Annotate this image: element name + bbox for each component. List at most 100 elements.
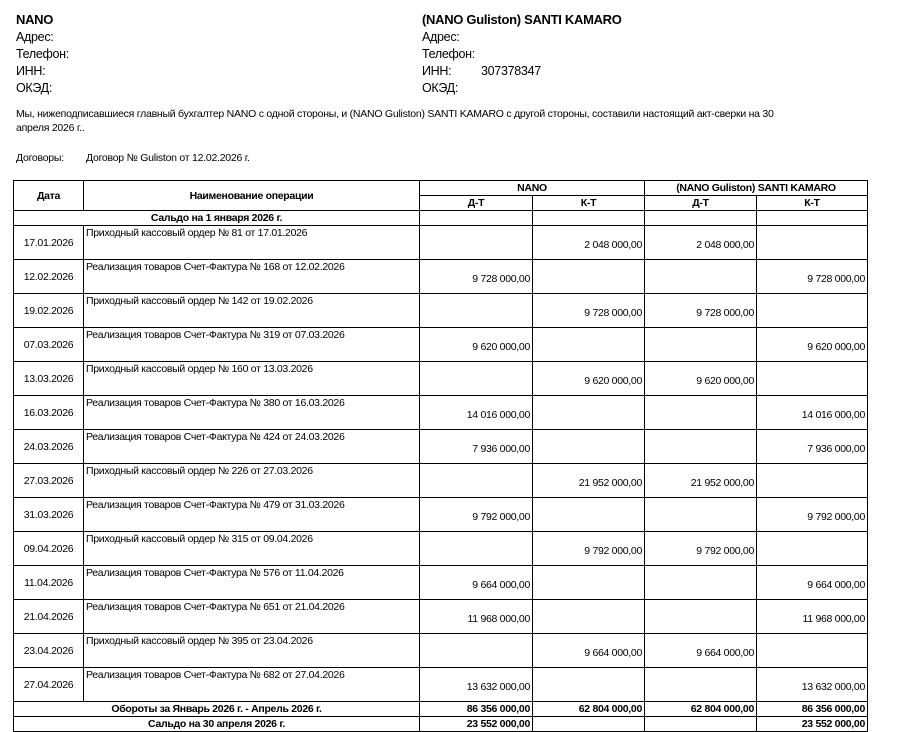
- party2-credit: 9 620 000,00: [756, 327, 868, 362]
- party2-credit: 11 968 000,00: [756, 599, 868, 634]
- party2-debit: [644, 395, 757, 430]
- table-row: 21.04.2026 Реализация товаров Счет-Фактур…: [13, 599, 868, 634]
- party2-debit: 9 664 000,00: [644, 633, 757, 668]
- party2-credit: [756, 225, 868, 260]
- right-phone-label: Телефон:: [422, 47, 475, 61]
- row-date: 09.04.2026: [13, 531, 84, 566]
- contracts-value: Договор № Guliston от 12.02.2026 г.: [86, 152, 250, 164]
- table-row: 12.02.2026 Реализация товаров Счет-Фактур…: [13, 259, 868, 294]
- row-operation: Реализация товаров Счет-Фактура № 651 от…: [83, 599, 420, 634]
- turnover-row: Обороты за Январь 2026 г. - Апрель 2026 …: [13, 701, 868, 717]
- row-date: 23.04.2026: [13, 633, 84, 668]
- left-okved-label: ОКЭД:: [16, 81, 53, 95]
- party1-credit: 9 664 000,00: [532, 633, 645, 668]
- party2-credit: 13 632 000,00: [756, 667, 868, 702]
- party1-debit: 9 664 000,00: [419, 565, 533, 600]
- row-operation: Реализация товаров Счет-Фактура № 576 от…: [83, 565, 420, 600]
- party1-credit: 9 728 000,00: [532, 293, 645, 328]
- row-date: 17.01.2026: [13, 225, 84, 260]
- row-operation: Реализация товаров Счет-Фактура № 168 от…: [83, 259, 420, 294]
- party2-debit: 2 048 000,00: [644, 225, 757, 260]
- party1-credit: 2 048 000,00: [532, 225, 645, 260]
- party1-debit: [419, 531, 533, 566]
- row-operation: Приходный кассовый ордер № 226 от 27.03.…: [83, 463, 420, 498]
- party2-debit: [644, 497, 757, 532]
- party1-debit: [419, 361, 533, 396]
- party2-credit: [756, 293, 868, 328]
- party1-debit: 9 728 000,00: [419, 259, 533, 294]
- closing-value: 23 552 000,00: [756, 716, 868, 732]
- closing-value: 23 552 000,00: [419, 716, 533, 732]
- contracts-label: Договоры:: [16, 152, 64, 164]
- table-row: 07.03.2026 Реализация товаров Счет-Фактур…: [13, 327, 868, 362]
- party2-debit: [644, 259, 757, 294]
- party1-credit: 21 952 000,00: [532, 463, 645, 498]
- header-party1: NANO: [419, 180, 645, 196]
- row-date: 31.03.2026: [13, 497, 84, 532]
- right-inn-label: ИНН:: [422, 64, 452, 78]
- party1-credit: [532, 497, 645, 532]
- row-date: 27.03.2026: [13, 463, 84, 498]
- header-operation: Наименование операции: [83, 180, 420, 211]
- turnover-value: 86 356 000,00: [756, 701, 868, 717]
- row-operation: Приходный кассовый ордер № 315 от 09.04.…: [83, 531, 420, 566]
- party1-debit: 7 936 000,00: [419, 429, 533, 464]
- table-row: 17.01.2026 Приходный кассовый ордер № 81 …: [13, 225, 868, 260]
- opening-cell: [532, 210, 645, 226]
- party1-credit: 9 792 000,00: [532, 531, 645, 566]
- table-row: 11.04.2026 Реализация товаров Счет-Фактур…: [13, 565, 868, 600]
- table-row: 24.03.2026 Реализация товаров Счет-Фактур…: [13, 429, 868, 464]
- party2-credit: [756, 633, 868, 668]
- closing-value: [644, 716, 757, 732]
- header-party2-credit: К-Т: [756, 195, 868, 211]
- party1-debit: 13 632 000,00: [419, 667, 533, 702]
- party2-debit: [644, 599, 757, 634]
- row-operation: Реализация товаров Счет-Фактура № 479 от…: [83, 497, 420, 532]
- header-party2-debit: Д-Т: [644, 195, 757, 211]
- party1-debit: [419, 293, 533, 328]
- row-date: 13.03.2026: [13, 361, 84, 396]
- party2-credit: 9 728 000,00: [756, 259, 868, 294]
- party1-debit: 9 620 000,00: [419, 327, 533, 362]
- turnover-value: 86 356 000,00: [419, 701, 533, 717]
- left-inn-label: ИНН:: [16, 64, 46, 78]
- party2-debit: [644, 667, 757, 702]
- party2-credit: 14 016 000,00: [756, 395, 868, 430]
- opening-cell: [644, 210, 757, 226]
- party2-debit: 21 952 000,00: [644, 463, 757, 498]
- row-date: 24.03.2026: [13, 429, 84, 464]
- left-phone-label: Телефон:: [16, 47, 69, 61]
- opening-cell: [756, 210, 868, 226]
- row-operation: Приходный кассовый ордер № 81 от 17.01.2…: [83, 225, 420, 260]
- party1-debit: [419, 463, 533, 498]
- row-date: 21.04.2026: [13, 599, 84, 634]
- turnover-value: 62 804 000,00: [644, 701, 757, 717]
- table-row: 13.03.2026 Приходный кассовый ордер № 160…: [13, 361, 868, 396]
- row-date: 19.02.2026: [13, 293, 84, 328]
- party2-debit: [644, 327, 757, 362]
- party2-credit: [756, 531, 868, 566]
- header-party2: (NANO Guliston) SANTI KAMARO: [644, 180, 868, 196]
- party1-debit: 14 016 000,00: [419, 395, 533, 430]
- row-operation: Реализация товаров Счет-Фактура № 682 от…: [83, 667, 420, 702]
- party2-debit: [644, 565, 757, 600]
- row-operation: Реализация товаров Счет-Фактура № 424 от…: [83, 429, 420, 464]
- party2-debit: [644, 429, 757, 464]
- header-party1-debit: Д-Т: [419, 195, 533, 211]
- row-operation: Реализация товаров Счет-Фактура № 319 от…: [83, 327, 420, 362]
- party1-credit: [532, 667, 645, 702]
- party1-credit: [532, 395, 645, 430]
- table-row: 19.02.2026 Приходный кассовый ордер № 142…: [13, 293, 868, 328]
- turnover-value: 62 804 000,00: [532, 701, 645, 717]
- table-row: 09.04.2026 Приходный кассовый ордер № 315…: [13, 531, 868, 566]
- party2-credit: 7 936 000,00: [756, 429, 868, 464]
- right-party-name: (NANO Guliston) SANTI KAMARO: [422, 12, 622, 27]
- left-party-name: NANO: [16, 12, 54, 27]
- party2-debit: 9 792 000,00: [644, 531, 757, 566]
- closing-row: Сальдо на 30 апреля 2026 г. 23 552 000,00…: [13, 716, 868, 732]
- table-row: 31.03.2026 Реализация товаров Счет-Фактур…: [13, 497, 868, 532]
- party1-debit: [419, 225, 533, 260]
- intro-text-line2: апреля 2026 г..: [16, 122, 85, 134]
- party1-credit: [532, 259, 645, 294]
- table-row: 16.03.2026 Реализация товаров Счет-Фактур…: [13, 395, 868, 430]
